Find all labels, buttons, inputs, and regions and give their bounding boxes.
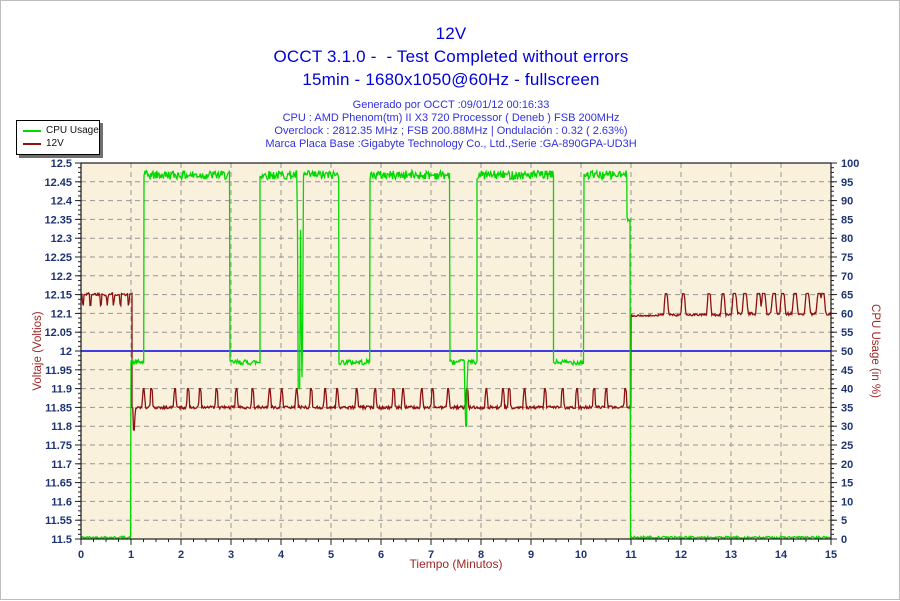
y-right-tick-label: 40 bbox=[841, 384, 853, 396]
x-axis-title: Tiempo (Minutos) bbox=[410, 557, 503, 571]
x-tick-label: 1 bbox=[128, 549, 134, 561]
y-left-tick-label: 11.65 bbox=[45, 478, 72, 490]
x-tick-label: 5 bbox=[328, 549, 334, 561]
x-tick-label: 10 bbox=[575, 549, 587, 561]
x-tick-label: 2 bbox=[178, 549, 184, 561]
y-left-tick-label: 12.3 bbox=[51, 233, 72, 245]
x-tick-label: 12 bbox=[675, 549, 687, 561]
series-line-12v bbox=[81, 291, 832, 431]
y-axis-title-left: Voltaje (Voltios) bbox=[32, 311, 44, 390]
y-left-tick-label: 11.5 bbox=[51, 534, 72, 546]
x-tick-label: 14 bbox=[775, 549, 788, 561]
x-tick-label: 7 bbox=[428, 549, 434, 561]
y-right-tick-label: 30 bbox=[841, 421, 853, 433]
y-left-tick-label: 12.2 bbox=[51, 271, 72, 283]
y-left-tick-label: 11.7 bbox=[51, 459, 72, 471]
y-left-tick-label: 11.8 bbox=[51, 421, 72, 433]
plot-border bbox=[80, 162, 832, 540]
info-cpu: CPU : AMD Phenom(tm) II X3 720 Processor… bbox=[282, 112, 620, 124]
chart-title: 12V bbox=[435, 24, 467, 43]
y-left-tick-label: 12.25 bbox=[44, 252, 72, 264]
y-right-tick-label: 35 bbox=[841, 402, 853, 414]
y-right-tick-label: 75 bbox=[841, 252, 853, 264]
y-right-tick-label: 55 bbox=[841, 327, 853, 339]
y-right-tick-label: 65 bbox=[841, 290, 853, 302]
legend-line-sample-cpu bbox=[23, 129, 41, 132]
legend-line-sample-12v bbox=[23, 142, 41, 145]
chart-subtitle-status: OCCT 3.1.0 - - Test Completed without er… bbox=[273, 47, 629, 66]
y-right-tick-label: 60 bbox=[841, 308, 853, 320]
series-line-cpu-usage bbox=[80, 168, 832, 541]
y-left-tick-label: 11.6 bbox=[51, 496, 72, 508]
y-right-tick-label: 100 bbox=[841, 158, 859, 170]
y-right-tick-label: 10 bbox=[841, 496, 853, 508]
y-right-tick-label: 85 bbox=[841, 214, 853, 226]
x-tick-label: 13 bbox=[725, 549, 737, 561]
y-right-tick-label: 80 bbox=[841, 233, 853, 245]
legend: CPU Usage 12V bbox=[16, 120, 100, 155]
y-left-tick-label: 12.35 bbox=[44, 214, 72, 226]
y-right-tick-label: 5 bbox=[841, 515, 847, 527]
y-right-tick-label: 50 bbox=[841, 346, 853, 358]
x-tick-label: 15 bbox=[825, 549, 837, 561]
info-overclock: Overclock : 2812.35 MHz ; FSB 200.88MHz … bbox=[274, 125, 628, 137]
info-motherboard: Marca Placa Base :Gigabyte Technology Co… bbox=[265, 138, 637, 150]
x-tick-label: 0 bbox=[78, 549, 84, 561]
y-left-tick-label: 11.75 bbox=[45, 440, 72, 452]
legend-item-12v: 12V bbox=[23, 137, 95, 150]
chart-header: 12V OCCT 3.1.0 - - Test Completed withou… bbox=[1, 1, 900, 151]
chart-subtitle-config: 15min - 1680x1050@60Hz - fullscreen bbox=[302, 70, 600, 89]
legend-label-cpu: CPU Usage bbox=[46, 125, 99, 136]
y-left-tick-label: 12.5 bbox=[51, 158, 72, 170]
y-right-tick-label: 15 bbox=[841, 478, 853, 490]
y-right-tick-label: 70 bbox=[841, 271, 853, 283]
x-tick-label: 9 bbox=[528, 549, 534, 561]
legend-item-cpu-usage: CPU Usage bbox=[23, 124, 99, 137]
x-tick-label: 11 bbox=[625, 549, 637, 561]
y-left-tick-label: 11.9 bbox=[51, 384, 72, 396]
y-left-tick-label: 11.95 bbox=[45, 365, 72, 377]
y-left-tick-label: 11.55 bbox=[45, 515, 72, 527]
y-left-tick-label: 11.85 bbox=[45, 402, 72, 414]
y-axis-title-right: CPU Usage (in %) bbox=[869, 304, 881, 398]
y-left-tick-label: 12.1 bbox=[51, 308, 72, 320]
y-right-tick-label: 45 bbox=[841, 365, 853, 377]
x-tick-label: 8 bbox=[478, 549, 484, 561]
x-tick-label: 3 bbox=[228, 549, 234, 561]
y-right-tick-label: 25 bbox=[841, 440, 853, 452]
y-left-tick-label: 12 bbox=[60, 346, 72, 358]
y-left-tick-label: 12.05 bbox=[44, 327, 72, 339]
y-right-tick-label: 90 bbox=[841, 196, 853, 208]
x-tick-label: 4 bbox=[278, 549, 285, 561]
y-left-tick-label: 12.45 bbox=[44, 177, 72, 189]
y-left-tick-label: 12.15 bbox=[44, 290, 72, 302]
y-right-tick-label: 95 bbox=[841, 177, 853, 189]
y-right-tick-label: 20 bbox=[841, 459, 853, 471]
y-right-tick-label: 0 bbox=[841, 534, 847, 546]
info-generated-by: Generado por OCCT :09/01/12 00:16:33 bbox=[352, 99, 550, 111]
y-left-tick-label: 12.4 bbox=[51, 196, 73, 208]
legend-label-12v: 12V bbox=[46, 138, 64, 149]
x-tick-label: 6 bbox=[378, 549, 384, 561]
